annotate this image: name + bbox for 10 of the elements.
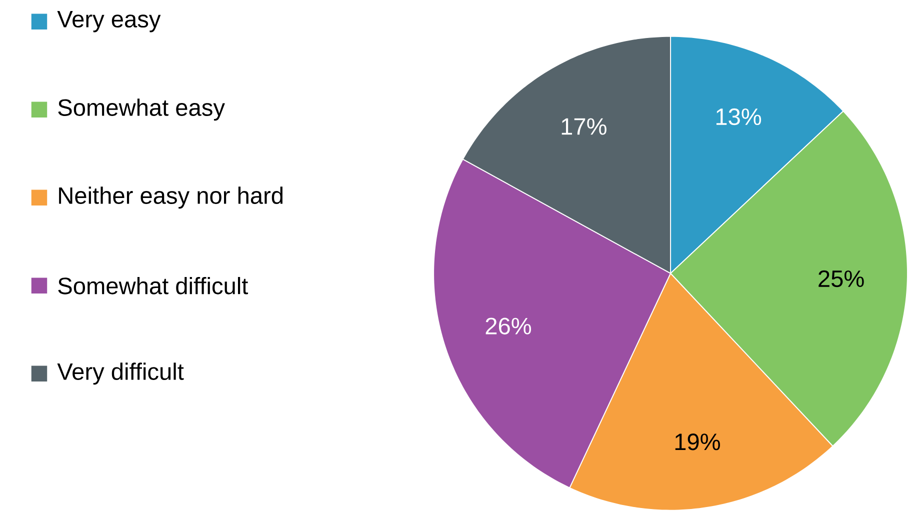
- legend-label: Very difficult: [57, 362, 184, 385]
- data-label: 19%: [675, 434, 720, 450]
- legend-label: Neither easy nor hard: [59, 186, 282, 209]
- data-label: 13%: [716, 108, 762, 126]
- data-label: 26%: [486, 318, 532, 335]
- data-label: 17%: [562, 118, 606, 135]
- legend-label: Somewhat difficult: [58, 277, 248, 294]
- legend-label: Very easy: [57, 11, 161, 32]
- data-label: 25%: [818, 270, 864, 288]
- legend-label: Somewhat easy: [58, 98, 225, 121]
